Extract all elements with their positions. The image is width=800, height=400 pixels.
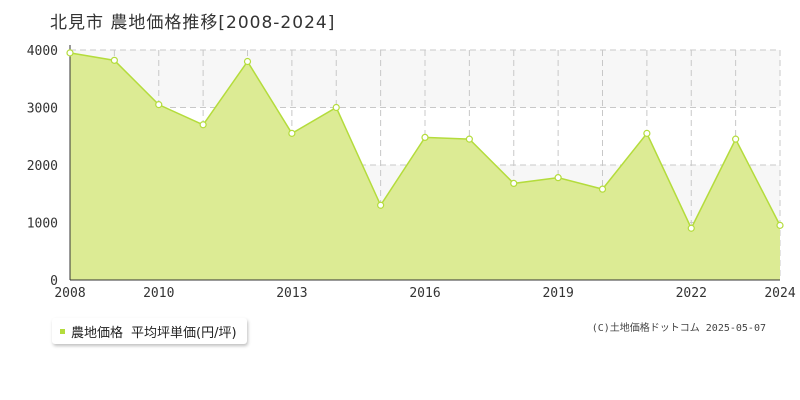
data-point bbox=[554, 174, 562, 182]
data-point bbox=[465, 135, 473, 143]
x-tick-label: 2013 bbox=[276, 286, 307, 301]
x-tick-label: 2016 bbox=[409, 286, 440, 301]
legend-unit-label: 平均坪単価(円/坪) bbox=[131, 325, 237, 341]
data-point bbox=[332, 103, 340, 112]
x-tick-label: 2010 bbox=[143, 286, 174, 301]
data-points bbox=[66, 49, 784, 232]
x-tick-label: 2008 bbox=[54, 286, 85, 301]
data-point bbox=[687, 224, 695, 232]
y-tick-label: 1000 bbox=[27, 217, 58, 232]
data-point bbox=[776, 221, 784, 229]
data-point bbox=[110, 56, 118, 64]
x-tick-label: 2024 bbox=[764, 286, 795, 301]
legend: 農地価格 平均坪単価(円/坪) bbox=[52, 318, 247, 344]
data-point bbox=[643, 129, 651, 137]
legend-series-label: 農地価格 bbox=[71, 325, 124, 341]
data-point bbox=[598, 185, 607, 193]
data-point bbox=[510, 179, 518, 187]
tick-labels: 0 1000 2000 3000 4000 2008 2010 2013 2016 2019 202… bbox=[27, 44, 796, 301]
data-point bbox=[66, 49, 74, 57]
y-tick-label: 3000 bbox=[27, 102, 58, 117]
chart-title: 北見市 農地価格推移[2008-2024] bbox=[50, 13, 336, 33]
area-chart: 0 1000 2000 3000 4000 2008 2010 2013 2016 2019 202… bbox=[27, 44, 796, 301]
axes bbox=[69, 45, 780, 281]
data-point bbox=[732, 135, 740, 143]
plot-band bbox=[70, 50, 780, 108]
legend-swatch bbox=[60, 328, 65, 334]
data-point bbox=[288, 129, 296, 137]
copyright-credit: (C)土地価格ドットコム 2025-05-07 bbox=[591, 323, 766, 334]
data-point bbox=[421, 133, 429, 141]
x-tick-label: 2022 bbox=[676, 286, 707, 301]
data-point bbox=[243, 57, 252, 66]
series-area-fill bbox=[70, 52, 780, 280]
data-point bbox=[377, 201, 385, 209]
x-tick-label: 2019 bbox=[542, 286, 573, 301]
y-tick-label: 0 bbox=[50, 274, 58, 289]
y-tick-label: 4000 bbox=[27, 44, 58, 59]
y-tick-label: 2000 bbox=[27, 159, 58, 174]
data-point bbox=[199, 121, 207, 129]
data-point bbox=[155, 101, 163, 109]
